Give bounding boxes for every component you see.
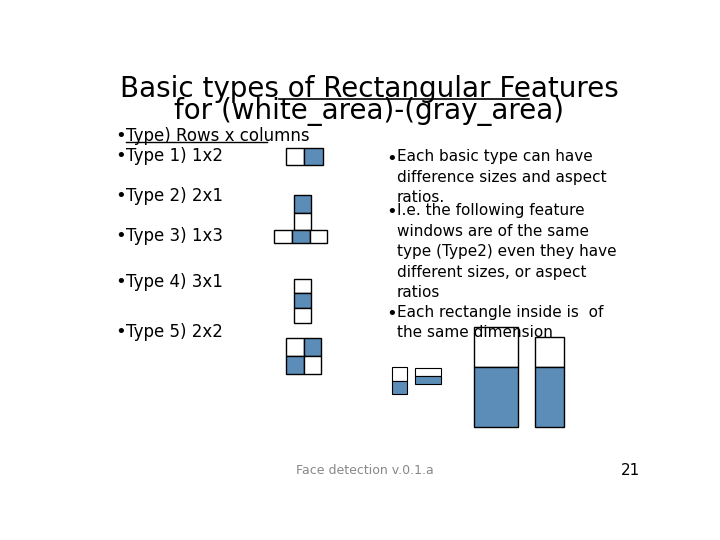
Text: Each rectangle inside is  of
the same dimension: Each rectangle inside is of the same dim… bbox=[397, 305, 603, 340]
Bar bbox=[286, 148, 305, 165]
Bar bbox=[304, 356, 321, 374]
Bar bbox=[392, 367, 407, 381]
Text: •: • bbox=[115, 147, 126, 165]
Text: Each basic type can have
difference sizes and aspect
ratios.: Each basic type can have difference size… bbox=[397, 150, 606, 205]
Text: •: • bbox=[386, 150, 397, 167]
Bar bbox=[286, 338, 304, 356]
Bar bbox=[294, 195, 311, 213]
Text: •: • bbox=[115, 127, 126, 145]
Text: Type 2) 2x1: Type 2) 2x1 bbox=[126, 187, 222, 205]
Bar bbox=[294, 279, 311, 294]
Text: •: • bbox=[386, 305, 397, 323]
Text: Face detection v.0.1.a: Face detection v.0.1.a bbox=[296, 464, 434, 477]
Bar bbox=[294, 213, 311, 231]
Bar bbox=[474, 367, 518, 427]
Text: •: • bbox=[115, 187, 126, 205]
Text: Type 4) 3x1: Type 4) 3x1 bbox=[126, 273, 222, 291]
Bar bbox=[294, 294, 311, 308]
Bar bbox=[305, 148, 323, 165]
Bar bbox=[392, 381, 407, 394]
Bar bbox=[274, 231, 292, 244]
Text: •: • bbox=[115, 227, 126, 245]
Text: for (white_area)-(gray_area): for (white_area)-(gray_area) bbox=[174, 97, 564, 125]
Text: Type) Rows x columns: Type) Rows x columns bbox=[126, 127, 310, 145]
Text: I.e. the following feature
windows are of the same
type (Type2) even they have
d: I.e. the following feature windows are o… bbox=[397, 204, 616, 300]
Bar bbox=[286, 356, 304, 374]
Text: 21: 21 bbox=[621, 463, 640, 478]
Text: •: • bbox=[115, 323, 126, 341]
Bar bbox=[534, 338, 564, 367]
Bar bbox=[415, 368, 441, 376]
Bar bbox=[415, 376, 441, 383]
Bar bbox=[534, 367, 564, 427]
Text: •: • bbox=[115, 273, 126, 291]
Bar bbox=[304, 338, 321, 356]
Text: •: • bbox=[386, 204, 397, 221]
Bar bbox=[294, 308, 311, 323]
Text: Type 1) 1x2: Type 1) 1x2 bbox=[126, 147, 222, 165]
Text: Type 5) 2x2: Type 5) 2x2 bbox=[126, 323, 222, 341]
Text: Type 3) 1x3: Type 3) 1x3 bbox=[126, 227, 222, 245]
Bar bbox=[292, 231, 310, 244]
Bar bbox=[310, 231, 328, 244]
Text: Basic types of Rectangular Features: Basic types of Rectangular Features bbox=[120, 76, 618, 104]
Bar bbox=[474, 327, 518, 367]
